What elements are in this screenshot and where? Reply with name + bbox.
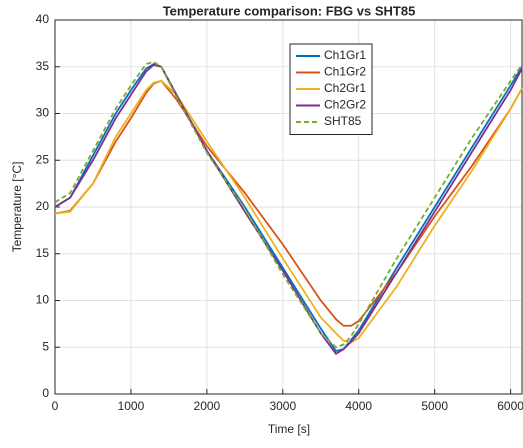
series-line xyxy=(54,79,523,344)
legend-label: SHT85 xyxy=(324,114,362,128)
x-tick-label: 2000 xyxy=(194,399,221,413)
y-tick-label: 35 xyxy=(36,59,50,73)
x-tick-label: 1000 xyxy=(118,399,145,413)
y-tick-label: 10 xyxy=(36,293,50,307)
y-axis-label: Temperature [°C] xyxy=(10,162,24,253)
legend-label: Ch2Gr2 xyxy=(324,98,366,112)
y-tick-label: 25 xyxy=(36,152,50,166)
series-line xyxy=(54,79,523,327)
x-axis-label: Time [s] xyxy=(268,422,310,436)
legend-label: Ch2Gr1 xyxy=(324,81,366,95)
series-line xyxy=(54,62,523,353)
y-tick-label: 5 xyxy=(42,339,49,353)
legend: Ch1Gr1 Ch1Gr2 Ch2Gr1 Ch2Gr2 SHT85 xyxy=(289,43,373,135)
y-tick-label: 15 xyxy=(36,246,50,260)
x-tick-label: 0 xyxy=(52,399,59,413)
x-tick-label: 5000 xyxy=(421,399,448,413)
x-tick-label: 6000 xyxy=(497,399,523,413)
legend-label: Ch1Gr1 xyxy=(324,48,366,62)
y-tick-label: 40 xyxy=(36,12,50,26)
chart-title: Temperature comparison: FBG vs SHT85 xyxy=(163,3,416,18)
legend-label: Ch1Gr2 xyxy=(324,65,366,79)
x-tick-label: 3000 xyxy=(269,399,296,413)
y-tick-label: 0 xyxy=(42,386,49,400)
x-tick-label: 4000 xyxy=(345,399,372,413)
y-tick-label: 20 xyxy=(36,199,50,213)
y-tick-label: 30 xyxy=(36,106,50,120)
series-line xyxy=(54,61,523,349)
